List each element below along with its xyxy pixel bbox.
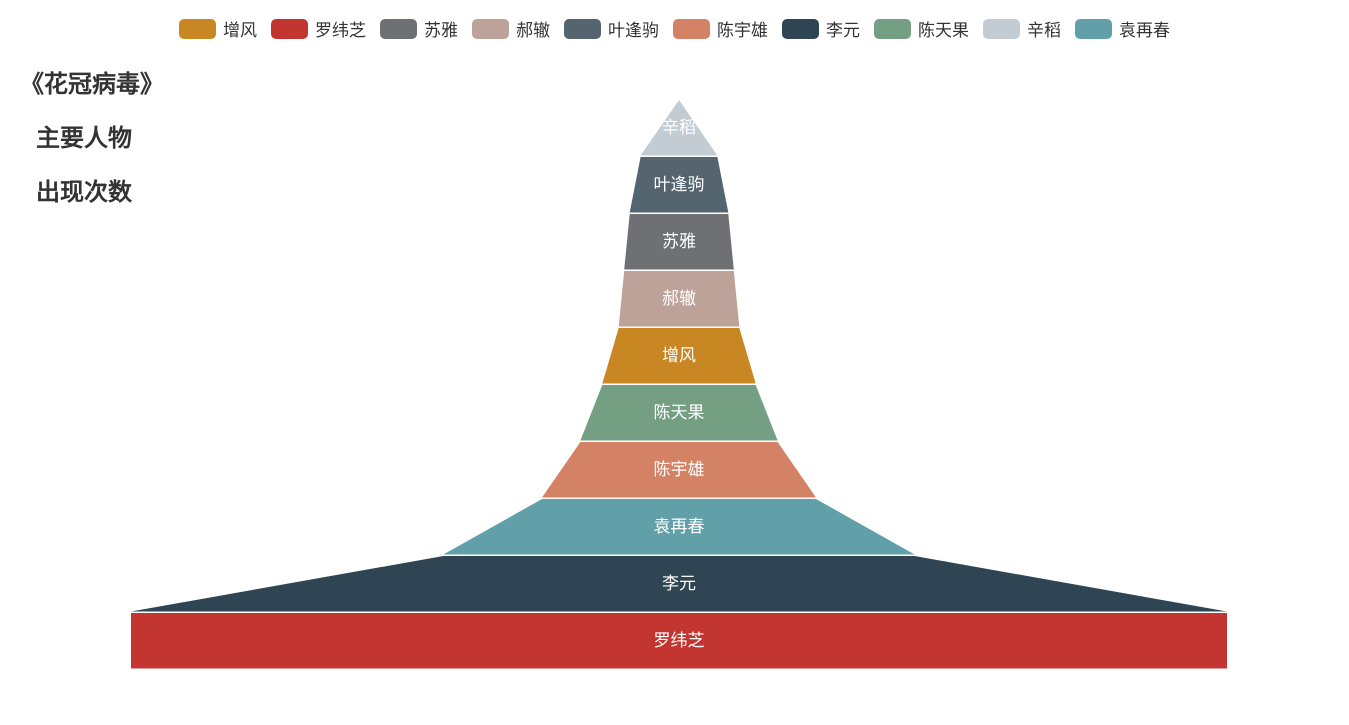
legend-item[interactable]: 罗纬芝	[271, 16, 366, 41]
segment-label: 增风	[662, 346, 696, 366]
segment-label: 罗纬芝	[654, 631, 705, 651]
title-line-2: 主要人物	[36, 124, 132, 152]
segment-label: 陈天果	[654, 403, 705, 423]
legend-swatch	[380, 18, 417, 39]
pyramid-segment[interactable]	[443, 499, 915, 555]
pyramid-segment[interactable]	[629, 157, 729, 213]
legend-label: 辛稻	[1027, 21, 1061, 41]
legend-label: 袁再春	[1119, 21, 1170, 41]
legend-swatch	[983, 18, 1020, 39]
pyramid-segment[interactable]	[618, 271, 740, 327]
legend-item[interactable]: 增风	[179, 16, 257, 41]
pyramid-segment[interactable]	[602, 328, 756, 384]
segment-label: 陈宇雄	[654, 460, 705, 480]
segment-label: 郝辙	[662, 289, 696, 309]
legend-swatch	[874, 18, 911, 39]
legend-item[interactable]: 陈宇雄	[673, 16, 768, 41]
legend-label: 郝辙	[516, 21, 550, 41]
segment-label: 苏雅	[662, 232, 696, 252]
legend-label: 叶逢驹	[608, 21, 659, 41]
legend-label: 罗纬芝	[315, 21, 366, 41]
pyramid-segment[interactable]	[640, 100, 718, 156]
pyramid-segment[interactable]	[580, 385, 778, 441]
pyramid-segment[interactable]	[542, 442, 816, 498]
segment-label: 李元	[662, 574, 696, 594]
segment-label: 辛稻	[662, 118, 696, 138]
segment-label: 袁再春	[654, 517, 705, 537]
pyramid-segment[interactable]	[131, 613, 1227, 669]
legend-swatch	[564, 18, 601, 39]
title-line-1: 《花冠病毒》	[20, 70, 164, 98]
pyramid-segment[interactable]	[624, 214, 734, 270]
legend-label: 陈天果	[918, 21, 969, 41]
legend-item[interactable]: 苏雅	[380, 16, 458, 41]
legend-swatch	[271, 18, 308, 39]
title-line-3: 出现次数	[36, 178, 132, 206]
segment-label: 叶逢驹	[654, 175, 705, 195]
legend-label: 陈宇雄	[717, 21, 768, 41]
legend-swatch	[179, 18, 216, 39]
legend-swatch	[673, 18, 710, 39]
legend-item[interactable]: 陈天果	[874, 16, 969, 41]
legend-item[interactable]: 袁再春	[1075, 16, 1170, 41]
legend-swatch	[472, 18, 509, 39]
legend-label: 李元	[826, 21, 860, 41]
legend-swatch	[1075, 18, 1112, 39]
legend: 增风 罗纬芝 苏雅 郝辙 叶逢驹 陈宇雄 李元 陈天果 辛稻 袁再春	[0, 16, 1349, 41]
chart-title: 《花冠病毒》 主要人物 出现次数	[20, 64, 200, 226]
legend-item[interactable]: 叶逢驹	[564, 16, 659, 41]
legend-item[interactable]: 郝辙	[472, 16, 550, 41]
legend-item[interactable]: 李元	[782, 16, 860, 41]
legend-label: 苏雅	[424, 21, 458, 41]
legend-item[interactable]: 辛稻	[983, 16, 1061, 41]
legend-label: 增风	[223, 21, 257, 41]
pyramid-segment[interactable]	[131, 556, 1227, 612]
legend-swatch	[782, 18, 819, 39]
